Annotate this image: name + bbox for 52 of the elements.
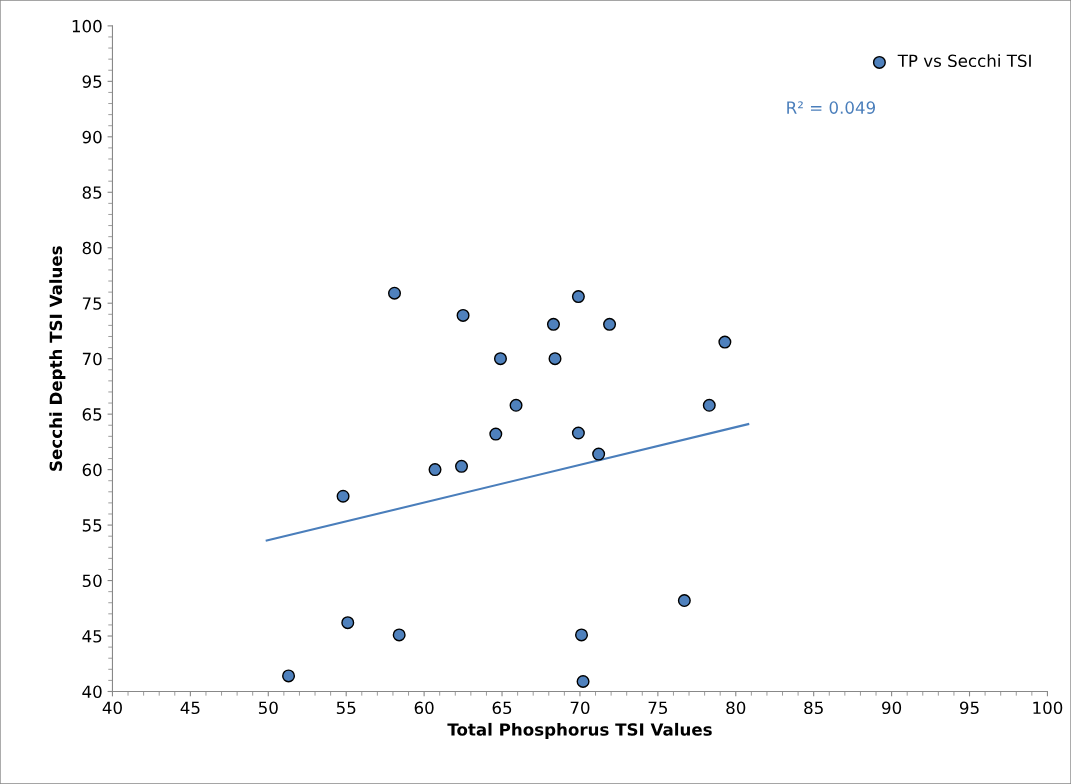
y-tick-label: 70 [82,352,102,366]
x-tick-label: 75 [648,701,668,715]
x-tick-label: 95 [959,701,979,715]
point [455,459,469,473]
y-tick-label: 90 [82,130,102,144]
legend-label: TP vs Secchi TSI [897,54,1031,68]
point [428,463,442,477]
point [548,352,562,366]
point [509,398,523,412]
y-tick-label: 60 [82,463,102,477]
point [571,426,585,440]
y-tick-label: 50 [82,574,102,588]
x-tick-label: 85 [804,701,823,715]
x-tick-label: 55 [336,701,356,715]
y-axis-title: Secchi Depth TSI Values [49,246,66,471]
y-tick-label: 65 [82,408,102,421]
point [574,628,589,642]
point [388,286,402,300]
x-tick-label: 40 [102,701,122,715]
point [392,628,406,642]
y-tick-label: 80 [82,241,102,255]
point [677,594,691,608]
point [571,290,585,304]
x-axis-title: Total Phosphorus TSI Values [447,722,712,740]
point [341,616,355,630]
point [336,489,350,503]
y-tick-label: 75 [82,297,102,310]
x-tick-label: 50 [258,701,278,715]
x-tick-label: 80 [726,701,746,715]
x-tick-label: 60 [414,701,434,715]
y-tick-label: 95 [82,75,102,88]
point [576,674,590,689]
point [592,447,606,461]
annotation: R² = 0.049 [787,101,876,114]
point [718,335,732,349]
x-tick-label: 90 [882,701,902,715]
y-tick-label: 100 [72,19,102,33]
x-tick-label: 70 [570,701,590,715]
point [282,669,296,683]
y-tick-label: 45 [82,630,102,643]
x-tick-label: 45 [180,701,200,715]
point [702,398,716,412]
point [456,308,470,322]
point [546,317,560,331]
y-tick-label: 55 [82,519,102,532]
y-tick-label: 85 [82,186,102,199]
point [493,352,507,366]
x-tick-label: 65 [492,701,512,715]
point [489,427,503,441]
x-tick-label: 100 [1033,701,1063,715]
y-tick-label: 40 [82,685,102,699]
point [603,317,617,331]
